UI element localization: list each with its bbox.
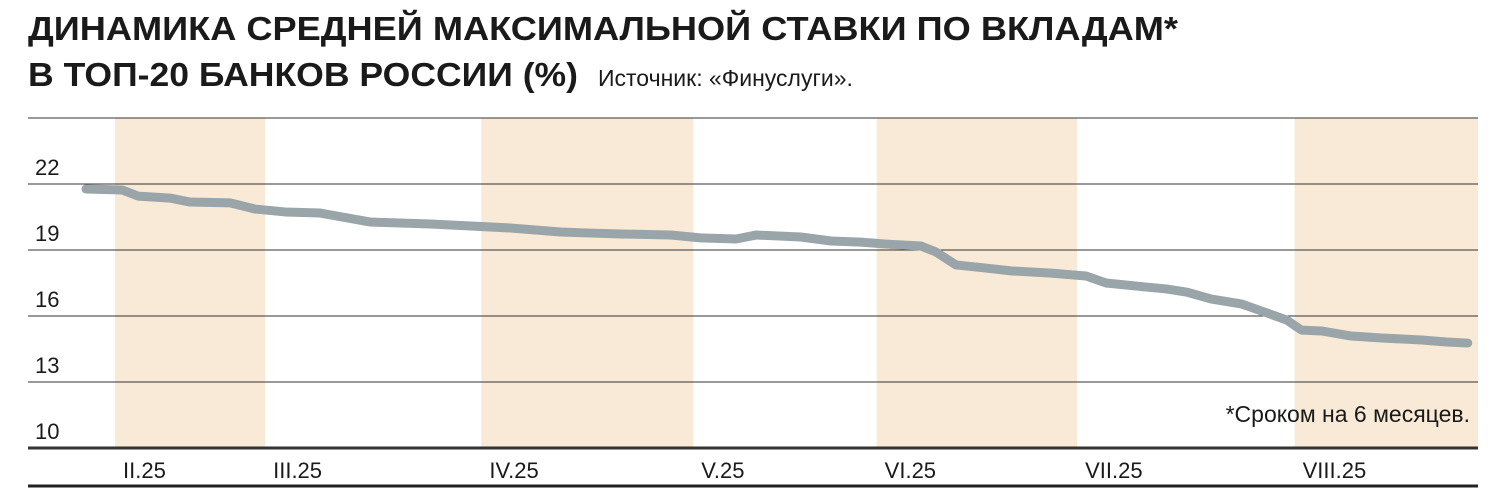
month-band [876, 118, 1078, 448]
month-band [115, 118, 266, 448]
chart-title: ДИНАМИКА СРЕДНЕЙ МАКСИМАЛЬНОЙ СТАВКИ ПО … [28, 9, 1178, 47]
x-tick-label: V.25 [701, 458, 744, 483]
y-tick-label: 10 [35, 419, 59, 444]
source: Источник: «Финуслуги». [598, 65, 853, 91]
month-band [1294, 118, 1478, 448]
x-tick-label: VIII.25 [1303, 458, 1367, 483]
x-tick-label: VI.25 [885, 458, 936, 483]
x-tick-label: III.25 [273, 458, 322, 483]
y-tick-label: 22 [35, 155, 59, 180]
y-tick-label: 16 [35, 287, 59, 312]
series-line [81, 184, 1473, 348]
x-tick-label: IV.25 [489, 458, 538, 483]
x-tick-label: II.25 [123, 458, 166, 483]
month-band [481, 118, 694, 448]
x-tick-label: VII.25 [1085, 458, 1142, 483]
y-tick-label: 13 [35, 353, 59, 378]
note: *Сроком на 6 месяцев. [1226, 401, 1470, 427]
chart-title: В ТОП-20 БАНКОВ РОССИИ (%) [28, 56, 578, 93]
y-tick-label: 19 [35, 221, 59, 246]
